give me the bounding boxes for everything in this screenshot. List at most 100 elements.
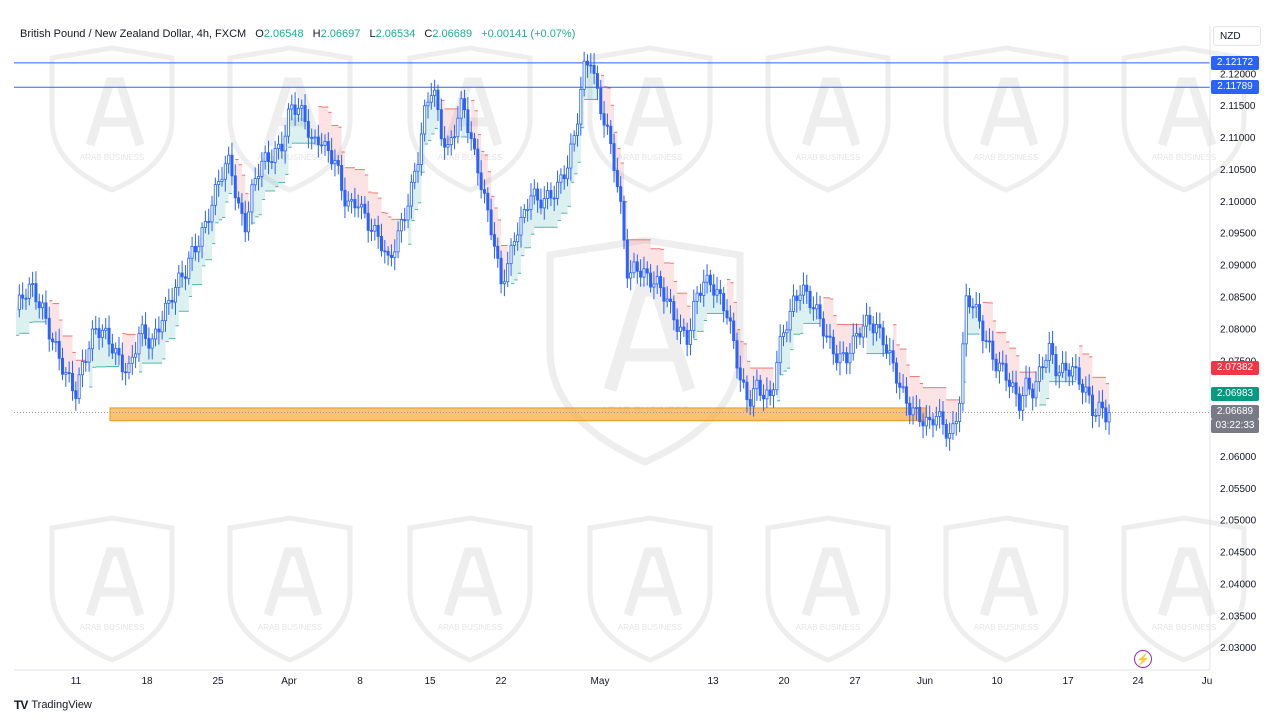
time-tick-label: 17: [1062, 676, 1074, 687]
candle-body: [54, 340, 58, 343]
candle-body: [592, 64, 596, 74]
candle-body: [97, 328, 101, 338]
time-axis[interactable]: 11 18 25 Apr 8 15 22 May 13 20 27 Jun 10 17 24 Ju: [71, 676, 1212, 687]
candle-body: [1011, 382, 1015, 387]
time-tick-label: 18: [141, 676, 153, 687]
bolt-icon[interactable]: ⚡: [1134, 650, 1152, 668]
candle-body: [486, 192, 490, 211]
candle-body: [562, 174, 566, 180]
price-axis[interactable]: 2.125002.120002.115002.110002.105002.100…: [1220, 37, 1257, 654]
candle-body: [539, 199, 543, 209]
candle-body: [280, 143, 284, 152]
candle-body: [449, 137, 453, 145]
watermark-logo: ARAB BUSINESS: [765, 45, 891, 193]
candle-body: [579, 89, 583, 125]
candle-body: [702, 281, 706, 296]
candle-body: [652, 283, 656, 288]
candle-body: [74, 390, 78, 399]
candle-body: [815, 304, 819, 310]
time-tick-label: 20: [778, 676, 790, 687]
candle-body: [572, 135, 576, 145]
candle-body: [346, 200, 350, 207]
candle-body: [958, 402, 962, 422]
candle-body: [532, 188, 536, 197]
candle-body: [566, 167, 570, 180]
candle-body: [921, 421, 925, 427]
candle-body: [855, 333, 859, 337]
watermark-text: ARAB BUSINESS: [1152, 623, 1216, 632]
candle-body: [519, 216, 523, 236]
tradingview-logo-icon: TV: [14, 698, 28, 712]
candle-body: [41, 302, 45, 309]
candle-body: [1017, 393, 1021, 411]
candle-body: [31, 283, 35, 285]
candle-body: [473, 138, 477, 150]
candle-body: [861, 325, 865, 338]
candle-body: [270, 161, 274, 163]
candle-body: [1001, 362, 1005, 365]
candle-body: [725, 310, 729, 319]
candle-body: [330, 150, 334, 165]
candle-body: [884, 344, 888, 354]
candle-body: [1041, 366, 1045, 369]
footer[interactable]: TV TradingView: [14, 698, 92, 712]
candle-body: [499, 257, 503, 285]
candle-body: [496, 245, 500, 259]
candle-body: [104, 327, 108, 331]
price-tick-label: 2.03000: [1220, 643, 1257, 654]
candle-body: [34, 283, 38, 303]
watermark-text: ARAB BUSINESS: [1152, 153, 1216, 162]
candle-body: [1100, 401, 1104, 409]
candle-body: [795, 295, 799, 301]
low-value: 2.06534: [375, 28, 416, 40]
candle-body: [622, 200, 626, 241]
candle-body: [775, 362, 779, 391]
candle-body: [84, 361, 88, 363]
candle-body: [732, 320, 736, 342]
support-zone[interactable]: [109, 407, 927, 422]
candle-body: [1061, 362, 1065, 374]
candle-body: [752, 388, 756, 407]
candle-body: [931, 419, 935, 426]
time-tick-label: 10: [991, 676, 1003, 687]
brand-name: TradingView: [31, 699, 92, 711]
candle-body: [938, 411, 942, 417]
candle-body: [665, 298, 669, 302]
candle-body: [1037, 366, 1041, 383]
candle-body: [140, 324, 144, 335]
candle-body: [263, 152, 267, 162]
candle-body: [612, 143, 616, 171]
candle-body: [64, 372, 68, 375]
currency-button[interactable]: NZD: [1213, 26, 1261, 46]
candle-body: [878, 324, 882, 329]
watermark-text: ARAB BUSINESS: [80, 623, 144, 632]
watermark-logo: ARAB BUSINESS: [587, 515, 713, 663]
candle-body: [416, 164, 420, 172]
candle-body: [1007, 379, 1011, 387]
candle-body: [160, 320, 164, 333]
candle-body: [559, 174, 563, 183]
candle-body: [147, 338, 151, 349]
candle-body: [762, 394, 766, 400]
candle-body: [536, 188, 540, 201]
horizontal-lines[interactable]: [14, 62, 1210, 88]
candle-body: [340, 165, 344, 191]
watermark-logo: ARAB BUSINESS: [1121, 515, 1247, 663]
price-tick-label: 2.09500: [1220, 229, 1257, 240]
candle-body: [223, 163, 227, 180]
watermark-logo: ARAB BUSINESS: [407, 515, 533, 663]
watermark-text: ARAB BUSINESS: [258, 153, 322, 162]
candle-body: [549, 190, 553, 199]
candle-body: [506, 263, 510, 283]
candle-body: [383, 250, 387, 253]
candle-body: [286, 108, 290, 137]
candle-body: [685, 329, 689, 345]
candle-body: [44, 302, 48, 319]
candle-body: [137, 333, 141, 355]
watermark-logo: ARAB BUSINESS: [49, 515, 175, 663]
candle-body: [370, 229, 374, 232]
candle-body: [389, 254, 393, 258]
candle-body: [77, 374, 81, 399]
candle-body: [240, 202, 244, 214]
